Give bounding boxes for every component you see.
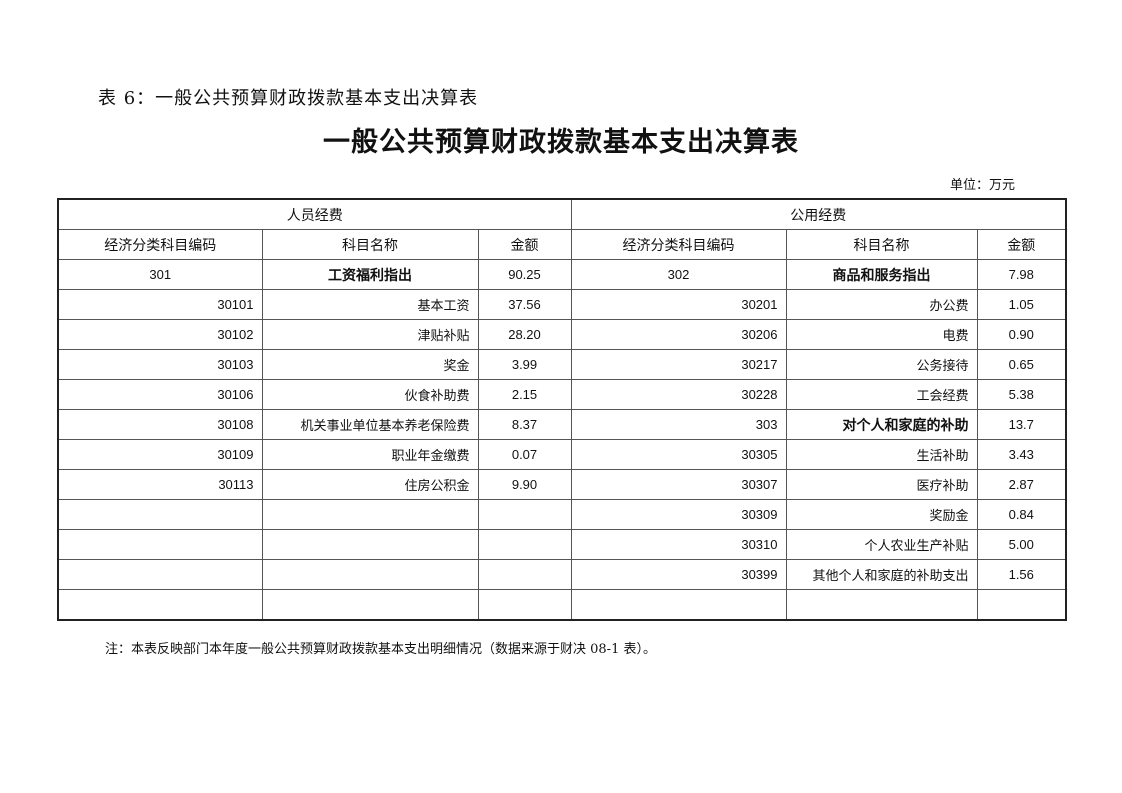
table-caption: 表 6：一般公共预算财政拨款基本支出决算表 [98,88,479,109]
public-name: 电费 [785,319,978,350]
page-title: 一般公共预算财政拨款基本支出决算表 [323,127,799,158]
table-row: 30106 伙食补助费 2.15 30228 工会经费 5.38 [57,379,1067,410]
header-name: 科目名称 [261,229,479,260]
public-code: 30201 [570,289,787,320]
personnel-amount: 9.90 [477,469,572,500]
public-amount: 2.87 [976,469,1067,500]
personnel-code [57,529,263,560]
personnel-name: 住房公积金 [261,469,479,500]
public-name: 商品和服务指出 [785,259,978,290]
personnel-code [57,499,263,530]
table-row: 30309 奖励金 0.84 [57,499,1067,530]
personnel-amount: 0.07 [477,439,572,470]
personnel-amount [477,559,572,590]
public-name: 奖励金 [785,499,978,530]
public-name: 医疗补助 [785,469,978,500]
personnel-name: 伙食补助费 [261,379,479,410]
personnel-code: 30106 [57,379,263,410]
public-amount: 1.05 [976,289,1067,320]
personnel-code: 30108 [57,409,263,440]
personnel-code: 30109 [57,439,263,470]
public-amount: 0.65 [976,349,1067,380]
group-personnel: 人员经费 [57,198,572,230]
table-row [57,589,1067,621]
personnel-name: 津贴补贴 [261,319,479,350]
public-name [785,589,978,621]
header-amount: 金额 [477,229,572,260]
personnel-name [261,559,479,590]
personnel-name [261,529,479,560]
personnel-code: 30113 [57,469,263,500]
public-code: 30206 [570,319,787,350]
table-row: 30101 基本工资 37.56 30201 办公费 1.05 [57,289,1067,320]
public-name: 对个人和家庭的补助 [785,409,978,440]
table-row: 30108 机关事业单位基本养老保险费 8.37 303 对个人和家庭的补助 13.7 [57,409,1067,440]
personnel-code: 30102 [57,319,263,350]
header-name: 科目名称 [785,229,978,260]
table-row: 30399 其他个人和家庭的补助支出 1.56 [57,559,1067,590]
personnel-name: 职业年金缴费 [261,439,479,470]
personnel-amount [477,499,572,530]
personnel-name [261,589,479,621]
public-code: 303 [570,409,787,440]
public-code: 30309 [570,499,787,530]
public-amount: 1.56 [976,559,1067,590]
table-row: 30103 奖金 3.99 30217 公务接待 0.65 [57,349,1067,380]
personnel-code [57,589,263,621]
public-code: 30310 [570,529,787,560]
table-row: 30102 津贴补贴 28.20 30206 电费 0.90 [57,319,1067,350]
footnote: 注：本表反映部门本年度一般公共预算财政拨款基本支出明细情况（数据来源于财决 08… [105,642,656,657]
personnel-amount: 3.99 [477,349,572,380]
public-amount: 13.7 [976,409,1067,440]
personnel-amount: 2.15 [477,379,572,410]
public-name: 生活补助 [785,439,978,470]
public-code [570,589,787,621]
personnel-name: 工资福利指出 [261,259,479,290]
table-row: 30113 住房公积金 9.90 30307 医疗补助 2.87 [57,469,1067,500]
public-amount [976,589,1067,621]
table-row: 30109 职业年金缴费 0.07 30305 生活补助 3.43 [57,439,1067,470]
public-code: 30228 [570,379,787,410]
public-name: 公务接待 [785,349,978,380]
personnel-name: 机关事业单位基本养老保险费 [261,409,479,440]
personnel-name [261,499,479,530]
public-name: 其他个人和家庭的补助支出 [785,559,978,590]
column-header-row: 经济分类科目编码 科目名称 金额 经济分类科目编码 科目名称 金额 [57,229,1067,260]
public-amount: 0.90 [976,319,1067,350]
personnel-code: 30103 [57,349,263,380]
personnel-name: 奖金 [261,349,479,380]
public-code: 30307 [570,469,787,500]
public-name: 工会经费 [785,379,978,410]
personnel-amount [477,529,572,560]
unit-label: 单位：万元 [950,178,1016,193]
personnel-amount: 37.56 [477,289,572,320]
public-amount: 7.98 [976,259,1067,290]
header-amount: 金额 [976,229,1067,260]
personnel-name: 基本工资 [261,289,479,320]
personnel-code: 301 [57,259,263,290]
personnel-amount: 28.20 [477,319,572,350]
expenditure-table: 人员经费 公用经费 经济分类科目编码 科目名称 金额 经济分类科目编码 科目名称… [57,198,1067,621]
personnel-code: 30101 [57,289,263,320]
public-amount: 5.00 [976,529,1067,560]
public-amount: 3.43 [976,439,1067,470]
table-row: 30310 个人农业生产补贴 5.00 [57,529,1067,560]
public-amount: 5.38 [976,379,1067,410]
public-name: 办公费 [785,289,978,320]
personnel-amount [477,589,572,621]
public-name: 个人农业生产补贴 [785,529,978,560]
public-amount: 0.84 [976,499,1067,530]
group-header-row: 人员经费 公用经费 [57,198,1067,230]
personnel-amount: 90.25 [477,259,572,290]
public-code: 302 [570,259,787,290]
personnel-amount: 8.37 [477,409,572,440]
group-public: 公用经费 [570,198,1067,230]
header-code: 经济分类科目编码 [570,229,787,260]
personnel-code [57,559,263,590]
public-code: 30305 [570,439,787,470]
table-row: 301 工资福利指出 90.25 302 商品和服务指出 7.98 [57,259,1067,290]
public-code: 30217 [570,349,787,380]
header-code: 经济分类科目编码 [57,229,263,260]
public-code: 30399 [570,559,787,590]
